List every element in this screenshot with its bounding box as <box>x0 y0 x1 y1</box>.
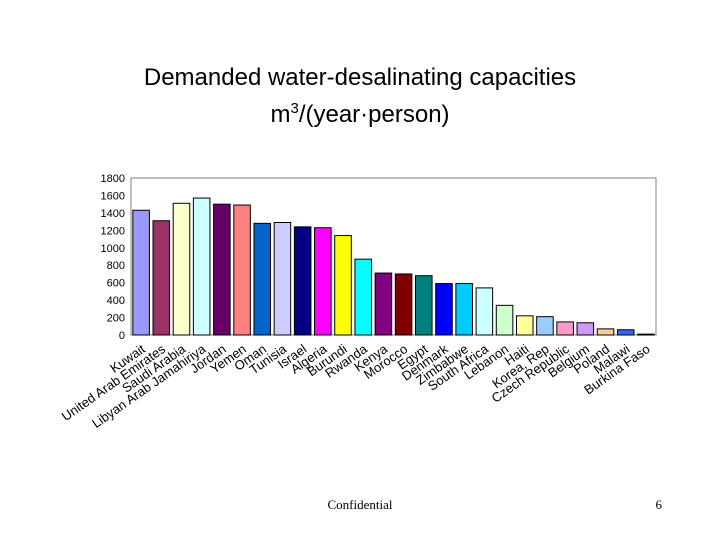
bar <box>515 315 534 336</box>
bar <box>172 202 191 336</box>
bar <box>495 304 514 336</box>
bar <box>334 235 352 336</box>
title-unit-superscript: 3 <box>290 100 299 117</box>
bar <box>314 227 332 336</box>
bar <box>455 283 473 336</box>
y-tick-label: 400 <box>107 295 125 307</box>
y-tick-label: 600 <box>107 278 125 290</box>
bar <box>273 221 292 336</box>
y-tick-label: 0 <box>119 330 125 342</box>
chart-title-line1: Demanded water-desalinating capacities <box>143 64 577 91</box>
y-tick-label: 1600 <box>101 190 125 202</box>
bar <box>233 204 251 336</box>
bars <box>132 197 655 336</box>
y-tick-label: 1000 <box>101 243 125 255</box>
title-unit-rest: /(year·person) <box>298 101 450 128</box>
title-unit-m: m <box>270 101 291 128</box>
bar <box>596 328 615 336</box>
bar <box>415 275 433 336</box>
bar <box>293 226 312 336</box>
bar <box>354 258 372 336</box>
bar <box>556 321 574 336</box>
bar <box>132 209 150 336</box>
bar <box>192 197 211 336</box>
chart-title: Demanded water-desalinating capacities m… <box>0 62 720 130</box>
bar <box>576 322 595 336</box>
y-tick-label: 1400 <box>101 208 125 220</box>
y-tick-label: 200 <box>107 313 125 325</box>
bar <box>616 329 635 336</box>
bar <box>374 272 393 336</box>
y-tick-label: 1200 <box>101 225 125 237</box>
y-tick-label: 800 <box>107 260 125 272</box>
bar <box>152 220 171 336</box>
y-tick-label: 1800 <box>101 173 125 185</box>
bar <box>213 203 231 336</box>
bar <box>435 283 453 336</box>
bar <box>394 273 413 336</box>
bar <box>536 316 554 336</box>
bar <box>475 287 494 336</box>
bar <box>253 222 272 336</box>
y-axis: 0 200 400 600 800 1000 1200 1400 1600 1800 <box>101 173 125 342</box>
bar <box>637 333 655 336</box>
page-number: 6 <box>655 497 663 512</box>
footer-confidential: Confidential <box>327 497 393 512</box>
chart-title-line2: m3/(year·person) <box>0 93 720 130</box>
